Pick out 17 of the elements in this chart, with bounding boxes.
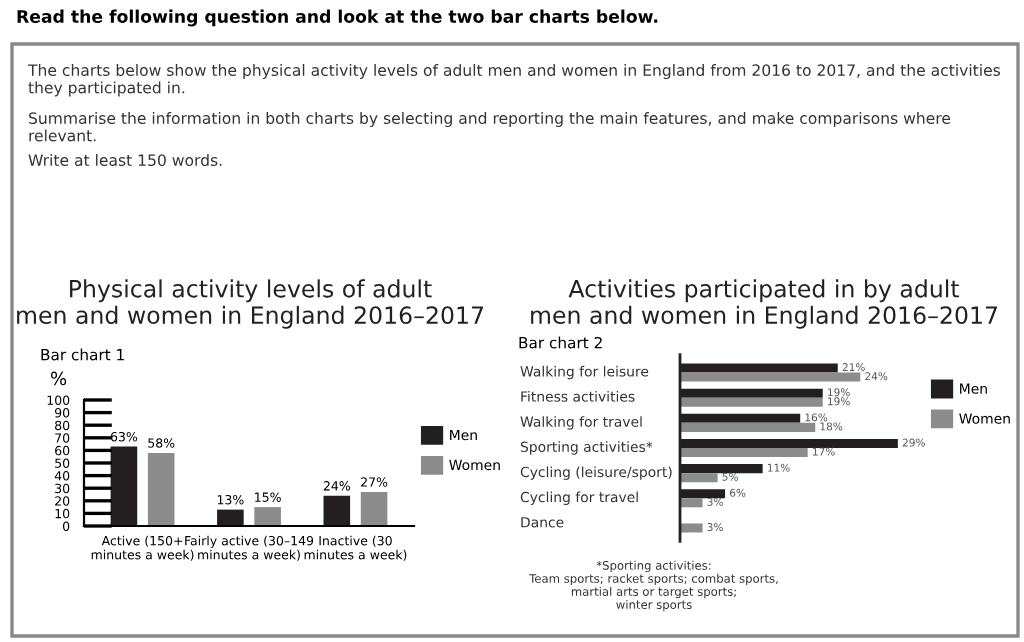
bar — [110, 446, 138, 526]
bar — [323, 495, 351, 526]
text: Read the following question and look at the two bar charts below. — [17, 9, 658, 27]
chart-title: Physical activity levels of adult men and women in England 2016–2017 — [17, 279, 483, 329]
y-axis-title: % — [51, 371, 67, 386]
bar — [680, 372, 861, 382]
chart-title: Activities participated in by adult men and women in England 2016–2017 — [531, 279, 997, 329]
bar — [680, 498, 703, 508]
bar — [254, 507, 281, 526]
bar — [680, 448, 808, 458]
bar — [680, 473, 718, 483]
bar — [147, 452, 175, 526]
bar — [360, 491, 388, 526]
bar — [680, 422, 816, 432]
bar — [680, 523, 703, 533]
bar — [217, 509, 244, 526]
bar — [680, 397, 823, 407]
